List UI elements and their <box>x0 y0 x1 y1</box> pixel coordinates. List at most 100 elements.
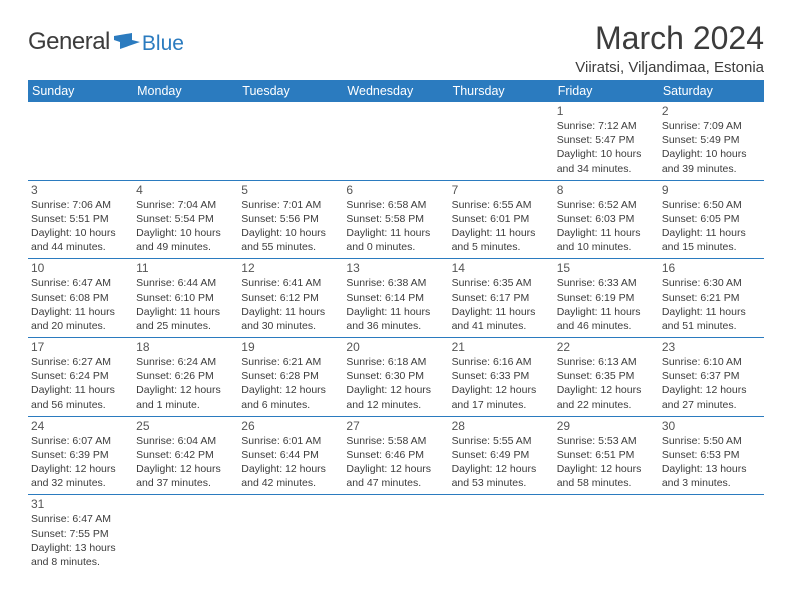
sunset-text: Sunset: 6:05 PM <box>662 212 761 226</box>
calendar-day-cell: 12Sunrise: 6:41 AMSunset: 6:12 PMDayligh… <box>238 259 343 338</box>
daylight-text: and 46 minutes. <box>557 319 656 333</box>
weekday-header: Friday <box>554 80 659 102</box>
day-number: 9 <box>662 183 761 197</box>
daylight-text: Daylight: 10 hours <box>557 147 656 161</box>
daylight-text: and 8 minutes. <box>31 555 130 569</box>
sunrise-text: Sunrise: 5:50 AM <box>662 434 761 448</box>
daylight-text: and 58 minutes. <box>557 476 656 490</box>
sunrise-text: Sunrise: 7:09 AM <box>662 119 761 133</box>
day-number: 26 <box>241 419 340 433</box>
sunrise-text: Sunrise: 6:18 AM <box>346 355 445 369</box>
calendar-day-cell: 19Sunrise: 6:21 AMSunset: 6:28 PMDayligh… <box>238 338 343 417</box>
sunset-text: Sunset: 6:21 PM <box>662 291 761 305</box>
sunrise-text: Sunrise: 5:53 AM <box>557 434 656 448</box>
calendar-week-row: 10Sunrise: 6:47 AMSunset: 6:08 PMDayligh… <box>28 259 764 338</box>
sunset-text: Sunset: 6:30 PM <box>346 369 445 383</box>
page-header: General Blue March 2024 Viiratsi, Viljan… <box>28 20 764 76</box>
daylight-text: and 39 minutes. <box>662 162 761 176</box>
sunrise-text: Sunrise: 6:01 AM <box>241 434 340 448</box>
calendar-day-cell: 20Sunrise: 6:18 AMSunset: 6:30 PMDayligh… <box>343 338 448 417</box>
daylight-text: and 53 minutes. <box>452 476 551 490</box>
calendar-day-cell: 9Sunrise: 6:50 AMSunset: 6:05 PMDaylight… <box>659 180 764 259</box>
calendar-day-cell: 2Sunrise: 7:09 AMSunset: 5:49 PMDaylight… <box>659 102 764 180</box>
day-number: 25 <box>136 419 235 433</box>
daylight-text: Daylight: 10 hours <box>136 226 235 240</box>
daylight-text: Daylight: 13 hours <box>662 462 761 476</box>
sunrise-text: Sunrise: 6:50 AM <box>662 198 761 212</box>
sunrise-text: Sunrise: 7:04 AM <box>136 198 235 212</box>
day-number: 15 <box>557 261 656 275</box>
sunset-text: Sunset: 6:39 PM <box>31 448 130 462</box>
daylight-text: and 3 minutes. <box>662 476 761 490</box>
calendar-week-row: 17Sunrise: 6:27 AMSunset: 6:24 PMDayligh… <box>28 338 764 417</box>
calendar-day-cell: 1Sunrise: 7:12 AMSunset: 5:47 PMDaylight… <box>554 102 659 180</box>
sunset-text: Sunset: 5:56 PM <box>241 212 340 226</box>
sunrise-text: Sunrise: 6:38 AM <box>346 276 445 290</box>
calendar-day-cell: 18Sunrise: 6:24 AMSunset: 6:26 PMDayligh… <box>133 338 238 417</box>
day-number: 13 <box>346 261 445 275</box>
sunset-text: Sunset: 6:17 PM <box>452 291 551 305</box>
calendar-day-cell: 28Sunrise: 5:55 AMSunset: 6:49 PMDayligh… <box>449 416 554 495</box>
sunset-text: Sunset: 6:37 PM <box>662 369 761 383</box>
calendar-day-cell: 5Sunrise: 7:01 AMSunset: 5:56 PMDaylight… <box>238 180 343 259</box>
day-number: 7 <box>452 183 551 197</box>
daylight-text: and 6 minutes. <box>241 398 340 412</box>
calendar-day-cell <box>449 495 554 573</box>
day-number: 23 <box>662 340 761 354</box>
daylight-text: and 49 minutes. <box>136 240 235 254</box>
calendar-day-cell: 21Sunrise: 6:16 AMSunset: 6:33 PMDayligh… <box>449 338 554 417</box>
daylight-text: Daylight: 11 hours <box>31 305 130 319</box>
day-number: 21 <box>452 340 551 354</box>
daylight-text: and 12 minutes. <box>346 398 445 412</box>
sunset-text: Sunset: 6:42 PM <box>136 448 235 462</box>
daylight-text: Daylight: 10 hours <box>31 226 130 240</box>
calendar-day-cell: 26Sunrise: 6:01 AMSunset: 6:44 PMDayligh… <box>238 416 343 495</box>
day-number: 6 <box>346 183 445 197</box>
sunrise-text: Sunrise: 6:24 AM <box>136 355 235 369</box>
calendar-week-row: 31Sunrise: 6:47 AMSunset: 7:55 PMDayligh… <box>28 495 764 573</box>
sunrise-text: Sunrise: 6:16 AM <box>452 355 551 369</box>
calendar-week-row: 3Sunrise: 7:06 AMSunset: 5:51 PMDaylight… <box>28 180 764 259</box>
daylight-text: and 30 minutes. <box>241 319 340 333</box>
daylight-text: Daylight: 12 hours <box>557 462 656 476</box>
calendar-day-cell <box>238 495 343 573</box>
calendar-day-cell <box>28 102 133 180</box>
calendar-day-cell <box>133 102 238 180</box>
sunset-text: Sunset: 6:01 PM <box>452 212 551 226</box>
day-number: 1 <box>557 104 656 118</box>
daylight-text: and 1 minute. <box>136 398 235 412</box>
day-number: 24 <box>31 419 130 433</box>
daylight-text: Daylight: 10 hours <box>662 147 761 161</box>
sunrise-text: Sunrise: 6:27 AM <box>31 355 130 369</box>
sunrise-text: Sunrise: 6:30 AM <box>662 276 761 290</box>
sunset-text: Sunset: 5:54 PM <box>136 212 235 226</box>
sunrise-text: Sunrise: 6:52 AM <box>557 198 656 212</box>
daylight-text: Daylight: 11 hours <box>557 226 656 240</box>
logo: General Blue <box>28 20 184 56</box>
sunrise-text: Sunrise: 6:44 AM <box>136 276 235 290</box>
daylight-text: Daylight: 11 hours <box>31 383 130 397</box>
day-number: 17 <box>31 340 130 354</box>
calendar-day-cell: 13Sunrise: 6:38 AMSunset: 6:14 PMDayligh… <box>343 259 448 338</box>
day-number: 12 <box>241 261 340 275</box>
daylight-text: Daylight: 12 hours <box>346 383 445 397</box>
daylight-text: and 25 minutes. <box>136 319 235 333</box>
day-number: 10 <box>31 261 130 275</box>
daylight-text: and 0 minutes. <box>346 240 445 254</box>
daylight-text: Daylight: 11 hours <box>346 226 445 240</box>
daylight-text: and 20 minutes. <box>31 319 130 333</box>
calendar-day-cell: 25Sunrise: 6:04 AMSunset: 6:42 PMDayligh… <box>133 416 238 495</box>
sunrise-text: Sunrise: 6:10 AM <box>662 355 761 369</box>
sunset-text: Sunset: 6:46 PM <box>346 448 445 462</box>
sunset-text: Sunset: 6:10 PM <box>136 291 235 305</box>
day-number: 30 <box>662 419 761 433</box>
daylight-text: and 41 minutes. <box>452 319 551 333</box>
day-number: 16 <box>662 261 761 275</box>
daylight-text: and 34 minutes. <box>557 162 656 176</box>
day-number: 29 <box>557 419 656 433</box>
day-number: 8 <box>557 183 656 197</box>
calendar-table: Sunday Monday Tuesday Wednesday Thursday… <box>28 80 764 573</box>
sunrise-text: Sunrise: 7:06 AM <box>31 198 130 212</box>
daylight-text: Daylight: 12 hours <box>136 383 235 397</box>
sunset-text: Sunset: 6:03 PM <box>557 212 656 226</box>
